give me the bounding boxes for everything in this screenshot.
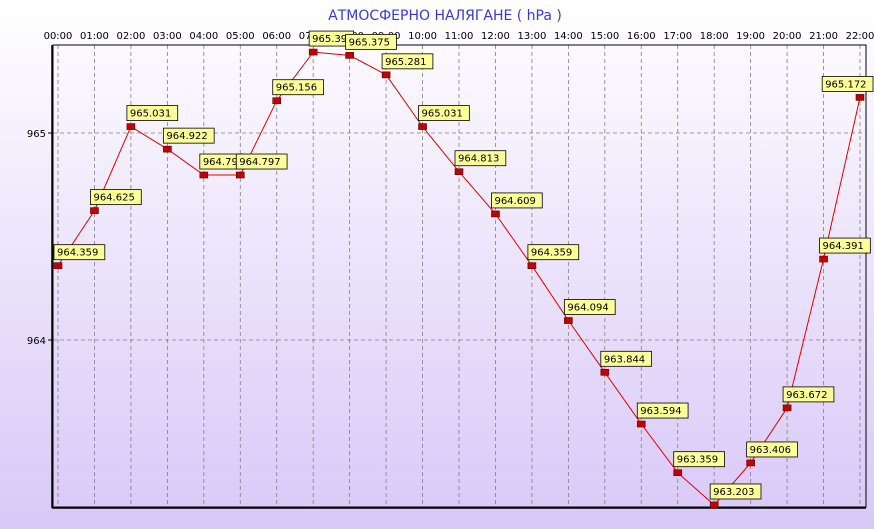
- data-point: [345, 52, 354, 59]
- data-label-box: [418, 105, 470, 121]
- data-label: 963.203: [713, 487, 754, 498]
- data-label-box: [821, 75, 874, 92]
- data-point: [418, 123, 427, 130]
- data-label: 963.844: [604, 354, 645, 365]
- data-point: [308, 48, 318, 56]
- chart-title: АТМОСФЕРНО НАЛЯГАНЕ ( hPa ): [328, 8, 562, 24]
- y-tick-label: 965: [27, 129, 46, 140]
- data-label-box: [272, 79, 324, 96]
- data-points: [53, 48, 865, 509]
- data-point: [126, 123, 136, 130]
- x-tick-label: 03:00: [153, 31, 182, 42]
- x-tick-label: 12:00: [481, 31, 510, 42]
- data-label-box: [90, 189, 142, 206]
- plot-frame: [48, 44, 867, 509]
- data-label: 965.281: [385, 57, 426, 68]
- data-point: [564, 317, 573, 324]
- data-point: [855, 94, 865, 101]
- data-label: 965.031: [130, 109, 171, 120]
- data-label-box: [673, 451, 725, 468]
- data-point: [491, 210, 500, 218]
- data-point: [53, 262, 63, 269]
- data-label-box: [600, 350, 653, 367]
- data-label: 964.797: [239, 157, 280, 168]
- y-tick-labels: 964 965: [27, 129, 46, 347]
- x-tick-labels: 00:0001:0002:0003:0004:0005:0006:0007:00…: [44, 31, 874, 42]
- y-tick-label: 964: [27, 336, 46, 347]
- data-point: [600, 368, 610, 376]
- data-label-box: [162, 127, 215, 144]
- data-point: [819, 255, 828, 263]
- data-label: 965.031: [422, 109, 463, 120]
- x-tick-label: 21:00: [809, 31, 838, 42]
- data-label-box: [709, 483, 762, 500]
- x-tick-label: 05:00: [226, 31, 255, 42]
- data-label: 963.359: [677, 455, 718, 466]
- data-label-box: [819, 237, 871, 254]
- data-label: 964.625: [93, 193, 134, 204]
- data-point: [272, 97, 282, 105]
- data-point: [782, 404, 792, 412]
- data-point: [90, 207, 99, 214]
- data-label: 964.79: [203, 157, 238, 168]
- data-label: 964.922: [166, 131, 207, 142]
- x-tick-label: 15:00: [590, 31, 619, 42]
- data-point: [454, 168, 464, 176]
- data-label-box: [563, 299, 616, 315]
- data-point: [163, 145, 172, 153]
- x-tick-label: 10:00: [408, 31, 437, 42]
- data-point: [199, 171, 209, 179]
- x-tick-label: 19:00: [736, 31, 765, 42]
- data-label-box: [454, 150, 507, 167]
- x-tick-label: 00:00: [44, 31, 73, 42]
- x-tick-label: 18:00: [700, 31, 729, 42]
- data-label-box: [491, 192, 543, 209]
- data-label-box: [53, 244, 106, 261]
- data-label-box: [746, 441, 798, 458]
- data-label: 965.375: [349, 37, 390, 48]
- data-point: [636, 420, 646, 428]
- data-point: [709, 501, 719, 509]
- data-label: 963.406: [750, 445, 791, 456]
- x-tick-label: 01:00: [80, 31, 109, 42]
- data-point: [673, 469, 683, 476]
- x-tick-label: 06:00: [262, 31, 291, 42]
- data-label: 964.359: [531, 248, 572, 259]
- data-label: 965.156: [276, 83, 317, 94]
- x-tick-label: 17:00: [663, 31, 692, 42]
- x-tick-label: 13:00: [517, 31, 546, 42]
- data-label: 963.672: [786, 390, 827, 401]
- data-label: 964.813: [458, 154, 499, 165]
- x-tick-label: 02:00: [116, 31, 145, 42]
- data-label: 964.094: [567, 303, 608, 314]
- x-tick-label: 16:00: [627, 31, 656, 42]
- data-label: 965.39: [312, 34, 347, 45]
- data-point: [746, 459, 755, 467]
- data-label: 964.359: [57, 248, 98, 259]
- x-tick-label: 14:00: [554, 31, 583, 42]
- grid-lines: [53, 45, 866, 507]
- x-tick-label: 11:00: [445, 31, 474, 42]
- data-label: 964.609: [494, 196, 535, 207]
- data-label-box: [782, 386, 835, 403]
- data-label: 964.391: [823, 241, 864, 252]
- data-point: [527, 262, 537, 269]
- x-tick-label: 22:00: [846, 31, 874, 42]
- data-label-box: [126, 105, 179, 121]
- data-labels: 964.359 964.625 965.031 964.922 964.79 964.79…: [53, 30, 874, 500]
- data-point: [235, 171, 245, 179]
- data-label-box: [381, 53, 434, 70]
- data-label: 965.172: [825, 79, 866, 90]
- data-label-box: [527, 244, 580, 261]
- data-label-box: [235, 153, 288, 170]
- data-label-box: [636, 402, 689, 419]
- x-tick-label: 04:00: [189, 31, 218, 42]
- data-label: 963.594: [640, 406, 681, 417]
- x-tick-label: 20:00: [773, 31, 802, 42]
- data-label-box: [345, 33, 397, 50]
- plot-border: [52, 44, 867, 508]
- data-point: [381, 71, 391, 79]
